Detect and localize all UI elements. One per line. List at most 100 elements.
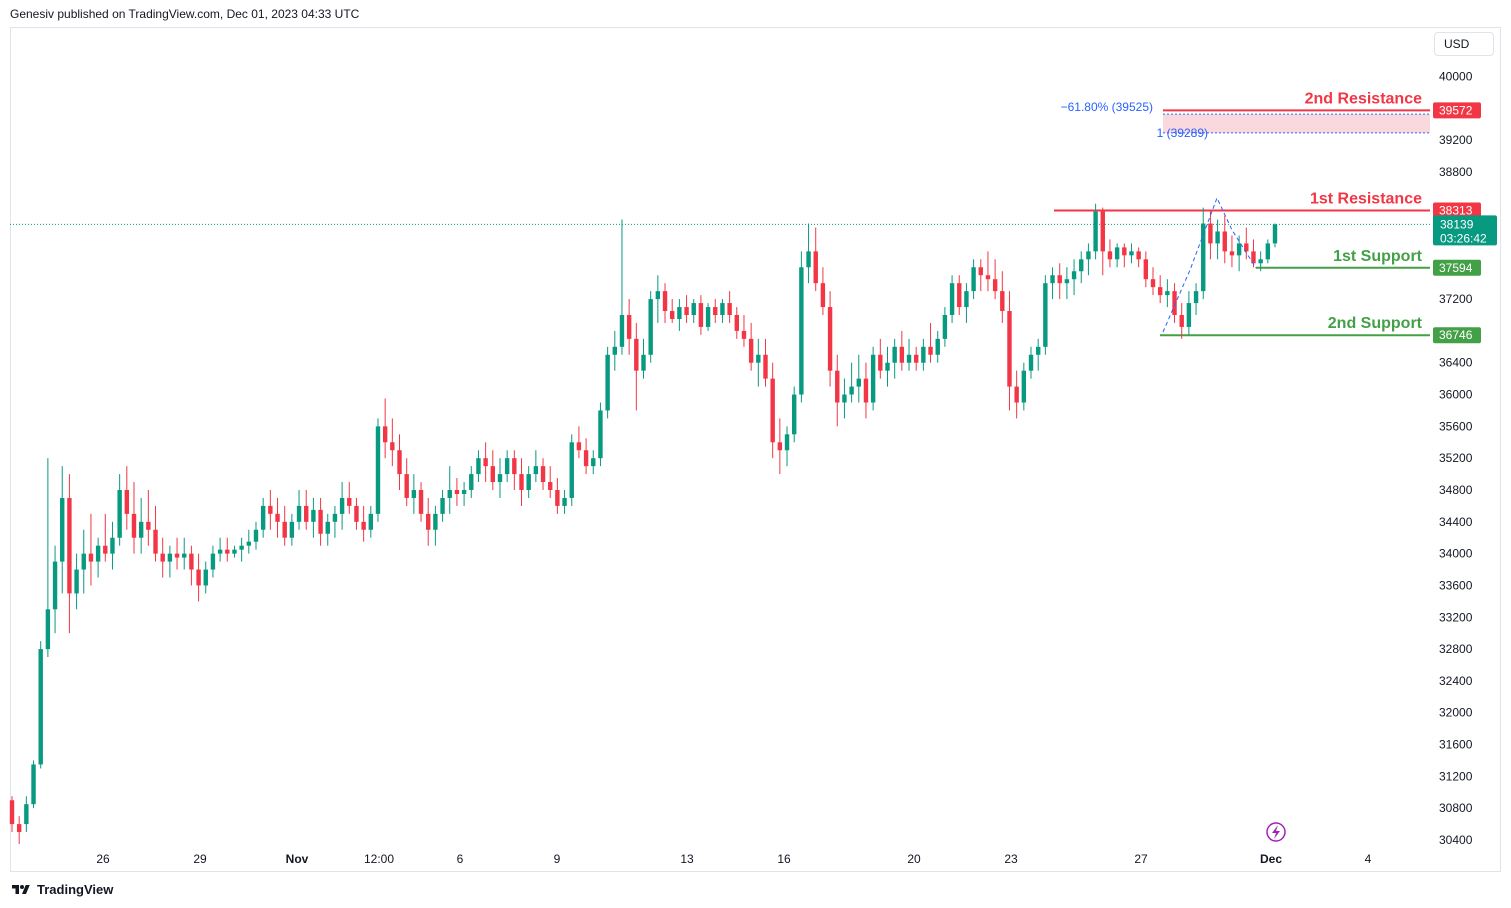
candle[interactable]	[1186, 291, 1192, 335]
candle[interactable]	[727, 291, 732, 323]
candle[interactable]	[856, 354, 861, 403]
candle[interactable]	[985, 251, 991, 292]
candle[interactable]	[67, 474, 72, 634]
candle[interactable]	[296, 490, 302, 530]
candle[interactable]	[1043, 275, 1048, 355]
candle[interactable]	[555, 478, 560, 514]
candle[interactable]	[1251, 239, 1256, 268]
candle[interactable]	[397, 434, 402, 490]
candle[interactable]	[1007, 291, 1012, 411]
candle[interactable]	[232, 545, 237, 558]
currency-selector[interactable]: USD	[1434, 32, 1494, 56]
candle[interactable]	[756, 338, 761, 387]
candle[interactable]	[1035, 338, 1041, 371]
candle[interactable]	[1229, 235, 1235, 268]
candle[interactable]	[698, 295, 704, 335]
candle[interactable]	[1201, 207, 1206, 300]
candle[interactable]	[404, 458, 409, 506]
candle[interactable]	[820, 267, 826, 315]
candle[interactable]	[1172, 283, 1177, 323]
candle[interactable]	[167, 545, 173, 578]
candle[interactable]	[1265, 239, 1271, 264]
candle[interactable]	[949, 275, 955, 323]
candle[interactable]	[784, 426, 790, 467]
candle[interactable]	[806, 223, 811, 284]
candle[interactable]	[117, 474, 122, 546]
candle[interactable]	[1244, 227, 1249, 260]
candle[interactable]	[146, 490, 151, 546]
candle[interactable]	[469, 466, 474, 498]
candle[interactable]	[368, 505, 374, 538]
candle[interactable]	[928, 322, 933, 363]
candle[interactable]	[45, 458, 51, 658]
candle[interactable]	[411, 474, 417, 514]
candle[interactable]	[540, 458, 546, 490]
candle[interactable]	[942, 307, 948, 347]
candle[interactable]	[1107, 239, 1113, 268]
candle[interactable]	[203, 561, 208, 594]
candle[interactable]	[1000, 271, 1005, 323]
candle[interactable]	[813, 227, 818, 292]
candle[interactable]	[863, 362, 869, 419]
candle[interactable]	[899, 330, 905, 371]
candle[interactable]	[791, 386, 797, 443]
candle[interactable]	[1093, 203, 1098, 260]
candle[interactable]	[196, 553, 201, 602]
candle[interactable]	[1050, 267, 1055, 300]
candle[interactable]	[641, 338, 646, 379]
candle[interactable]	[691, 299, 696, 323]
candle[interactable]	[38, 641, 43, 769]
candle[interactable]	[748, 322, 754, 371]
candle[interactable]	[311, 497, 316, 538]
candle[interactable]	[1086, 243, 1091, 276]
candle[interactable]	[677, 299, 682, 331]
candle[interactable]	[1208, 211, 1213, 260]
candle[interactable]	[174, 537, 180, 570]
candle[interactable]	[720, 299, 725, 323]
candle[interactable]	[512, 450, 517, 490]
candle[interactable]	[1057, 263, 1062, 300]
candle[interactable]	[81, 529, 86, 594]
candle[interactable]	[131, 482, 137, 554]
candle[interactable]	[763, 338, 768, 387]
candle[interactable]	[110, 521, 115, 570]
candle[interactable]	[440, 490, 445, 522]
candle[interactable]	[519, 458, 524, 506]
candle[interactable]	[325, 513, 330, 546]
candle[interactable]	[1014, 370, 1019, 419]
candle[interactable]	[626, 299, 632, 355]
candle[interactable]	[239, 537, 244, 562]
candle[interactable]	[569, 434, 574, 506]
candle[interactable]	[375, 418, 381, 522]
candle[interactable]	[504, 450, 510, 483]
candle[interactable]	[225, 537, 230, 562]
candle[interactable]	[885, 346, 890, 387]
candle[interactable]	[318, 497, 323, 546]
candle[interactable]	[347, 482, 352, 514]
candle[interactable]	[1028, 346, 1034, 379]
candle[interactable]	[1165, 279, 1170, 308]
candle[interactable]	[189, 545, 194, 586]
candle[interactable]	[526, 466, 531, 498]
candle[interactable]	[253, 521, 259, 550]
candle[interactable]	[490, 450, 496, 490]
candle[interactable]	[182, 537, 187, 570]
candle[interactable]	[289, 513, 295, 546]
candle[interactable]	[648, 291, 653, 363]
candle[interactable]	[1179, 303, 1184, 339]
candle[interactable]	[52, 545, 58, 634]
candle[interactable]	[605, 346, 610, 419]
candle[interactable]	[260, 497, 266, 538]
candle[interactable]	[878, 338, 883, 379]
candle[interactable]	[124, 466, 130, 530]
candle[interactable]	[921, 338, 926, 371]
candle[interactable]	[1150, 267, 1156, 296]
candle[interactable]	[153, 505, 158, 562]
candle[interactable]	[971, 259, 976, 300]
candle[interactable]	[361, 505, 366, 542]
candle[interactable]	[1136, 247, 1141, 268]
candle[interactable]	[906, 338, 912, 371]
candle[interactable]	[1021, 362, 1027, 411]
candle[interactable]	[670, 299, 675, 323]
candle[interactable]	[74, 553, 79, 610]
